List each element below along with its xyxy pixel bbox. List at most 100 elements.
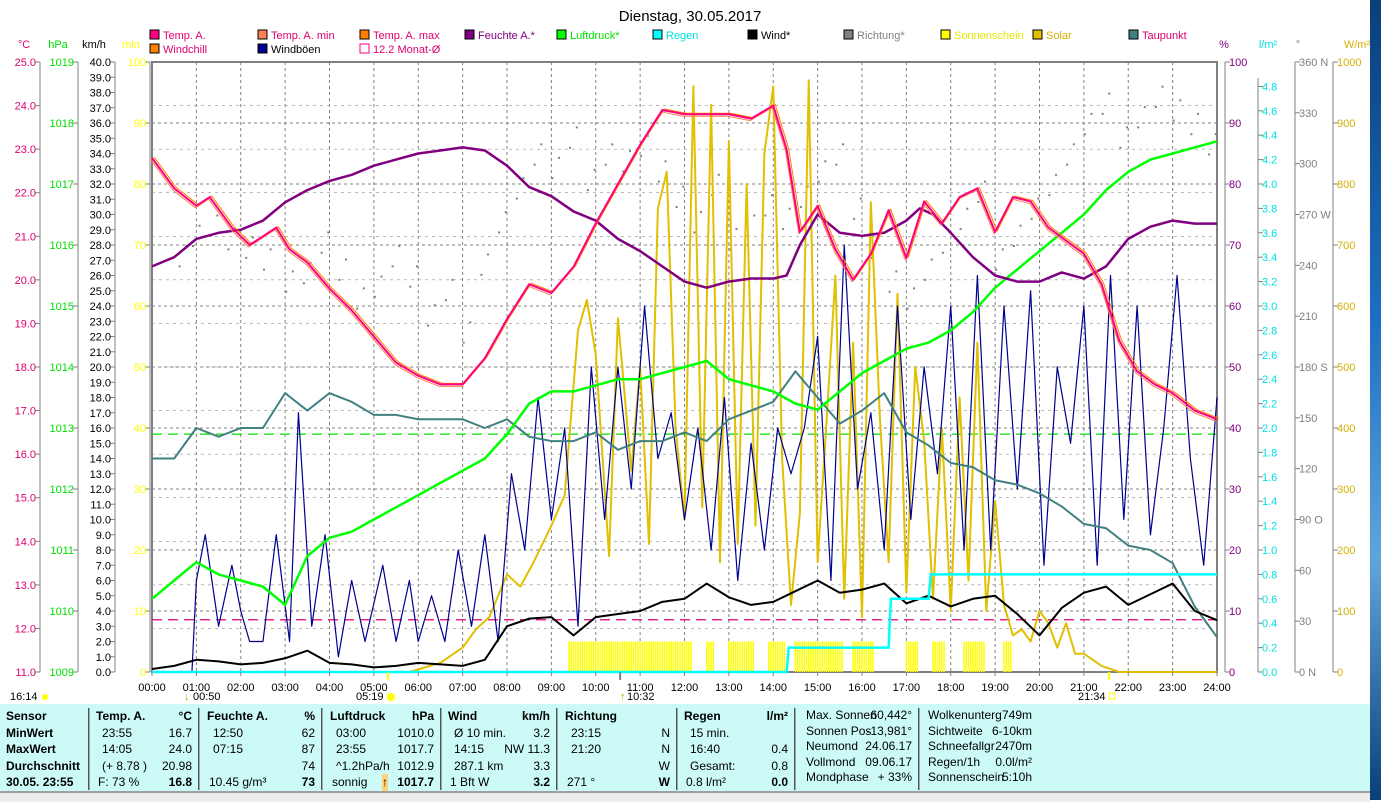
direction-point [1143, 106, 1146, 109]
direction-point [924, 278, 927, 281]
sensor-column: Sensor MinWert MaxWert Durchschnitt 30.0… [6, 708, 90, 790]
marker-left_time: 16:14 [10, 691, 38, 703]
sunshine-tick-label: 100 [128, 57, 146, 69]
legend-item: Richtung* [843, 29, 905, 42]
noon-icon: ↑ [620, 691, 626, 703]
direction-point [198, 224, 201, 227]
solar-tick-label: 200 [1337, 545, 1355, 557]
sunshine-tick-label: 80 [134, 179, 146, 191]
wind-row-label: 1 Bft W [450, 775, 490, 789]
astro-row: Max. Sonnen 60,442° [800, 708, 918, 724]
direction-point [558, 156, 561, 159]
rain-tick-label: 1.8 [1262, 447, 1277, 459]
wind-tick-label: 12.0 [90, 484, 111, 496]
direction-point [622, 170, 625, 173]
temp-row-label: (+ 8.78 ) [102, 758, 148, 773]
rain-row-label: 16:40 [690, 742, 721, 756]
temp-row-value: 20.98 [161, 758, 192, 773]
rain-tick-label: 1.4 [1262, 496, 1277, 508]
direction-tick-label: 270 W [1299, 210, 1331, 222]
legend-item: Windböen [257, 43, 321, 56]
direction-point [835, 163, 838, 166]
legend-swatch-icon [257, 43, 268, 54]
luftdruck-line [151, 140, 1218, 607]
x-tick-label: 07:00 [449, 682, 477, 694]
temp-tick-label: 24.0 [15, 101, 36, 113]
humidity-tick-label: 90 [1229, 118, 1241, 130]
direction-point [799, 206, 802, 209]
direction-point [569, 146, 572, 149]
direction-point [788, 207, 791, 210]
direction-tick-label: 180 S [1299, 362, 1328, 374]
direction-point [1172, 119, 1175, 122]
weather-column: Wolkenunterg 749m Sichtweite 6-10km Schneefa… [922, 708, 1062, 790]
direction-tick-label: 300 [1299, 159, 1317, 171]
rain-column: Regen l/m² 15 min. 16:40 0.4 Gesamt: 0.8 0.8 l/… [680, 708, 796, 790]
direction-point [593, 168, 596, 171]
direction-point [664, 160, 667, 163]
direction-point [1083, 133, 1086, 136]
legend-swatch-icon [747, 29, 758, 40]
direction-point [870, 256, 873, 259]
direction-point [966, 207, 969, 210]
direction-point [1090, 112, 1093, 115]
pressure-tick-label: 1014 [50, 362, 74, 374]
wind-tick-label: 38.0 [90, 88, 111, 100]
humidity-row-label: 07:15 [213, 742, 244, 756]
direction-point [977, 200, 980, 203]
sunrise-icon [387, 693, 395, 701]
wind-line [151, 579, 1218, 670]
direction-point [764, 214, 767, 217]
direction-point [480, 273, 483, 276]
temp-unit: °C [178, 709, 192, 723]
legend-item: 12.2 Monat-Ø [359, 43, 441, 56]
direction-point [735, 228, 738, 231]
wind-tick-label: 22.0 [90, 332, 111, 344]
solar-unit-label: W/m² [1344, 39, 1370, 51]
x-tick-label: 01:00 [183, 682, 211, 694]
direction-point [1161, 85, 1164, 88]
direction-point [888, 290, 891, 293]
direction-row-label: 271 ° [567, 775, 596, 789]
wind-tick-label: 23.0 [90, 316, 111, 328]
marker-sunset: 21:34 [1078, 691, 1106, 703]
solar-tick-label: 0 [1337, 667, 1343, 679]
direction-point [1030, 217, 1033, 220]
sensor-header: Sensor [6, 709, 47, 723]
sunshine-tick-label: 20 [134, 545, 146, 557]
temp-tick-label: 11.0 [15, 667, 36, 679]
rain-tick-label: 4.0 [1262, 179, 1277, 191]
direction-row-label: 23:15 [571, 725, 602, 740]
pressure-row-label: sonnig [332, 775, 368, 789]
direction-point [1019, 224, 1022, 227]
legend-swatch-icon [359, 29, 370, 40]
direction-tick-label: 240 [1299, 260, 1317, 272]
astro-column: Max. Sonnen 60,442° Sonnen Pos -13,981° Neum… [800, 708, 920, 790]
weather-chart: Dienstag, 30.05.2017 Temp. A. Temp. A. mi… [10, 8, 1370, 703]
direction-point [959, 228, 962, 231]
x-tick-label: 12:00 [671, 682, 699, 694]
pressure-row-value: 1010.0 [397, 725, 434, 740]
taupunktline [152, 370, 1218, 638]
feuchte-a-line [151, 146, 1217, 289]
wind-tick-label: 39.0 [90, 72, 111, 84]
temp-tick-label: 19.0 [15, 318, 36, 330]
temp-tick-label: 12.0 [15, 623, 36, 635]
x-tick-label: 24:00 [1203, 682, 1231, 694]
temp-tick-label: 22.0 [15, 188, 36, 200]
table-row: 03:00 1010.0 [326, 725, 440, 742]
legend-item: Temp. A. min [257, 29, 335, 42]
temp-row-value: 24.0 [168, 742, 192, 756]
x-tick-label: 09:00 [538, 682, 566, 694]
wind-tick-label: 9.0 [96, 530, 111, 542]
rain-tick-label: 3.4 [1262, 252, 1277, 264]
table-row: F: 73 % 16.8 [92, 774, 198, 791]
direction-point [373, 295, 376, 298]
time-markers: 16:14 ↓ 00:50 05:19 ↑ 10:32 21:34 [10, 672, 1116, 703]
pressure-tick-label: 1017 [50, 179, 74, 191]
wind-tick-label: 20.0 [90, 362, 111, 374]
direction-point [913, 287, 916, 290]
weather-value: 6-10km [991, 723, 1032, 738]
direction-point [398, 245, 401, 247]
direction-point [1055, 173, 1058, 176]
